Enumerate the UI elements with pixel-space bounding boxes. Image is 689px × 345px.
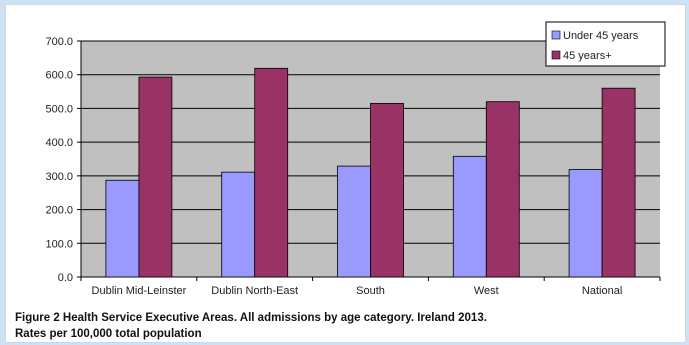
bar-under-45-2 [337,165,371,278]
legend-label-1: 45 years+ [563,50,612,62]
x-tick-label-0: Dublin Mid-Leinster [92,285,187,297]
y-tick-label-0: 0.0 [58,272,73,284]
caption-line-2: Rates per 100,000 total population [15,328,202,340]
x-tick-label-3: West [474,285,499,297]
y-tick-label-6: 600.0 [45,70,73,82]
legend-box [545,21,666,67]
bar-45-plus-0 [138,76,173,278]
x-tick-label-4: National [582,285,622,297]
bar-45-plus-3 [485,101,520,278]
legend-swatch-0 [551,30,561,40]
bar-under-45-0 [105,179,140,278]
x-tick-label-1: Dublin North-East [211,285,298,297]
legend-swatch-1 [551,50,561,60]
chart-container: 0.0 100.0 200.0 300.0 400.0 500.0 600.0 700.0 Du… [5,4,686,343]
bar-45-plus-1 [254,67,289,278]
bar-45-plus-4 [601,87,636,278]
figure-caption: Figure 2 Health Service Executive Areas.… [15,310,487,342]
bar-45-plus-2 [370,102,404,278]
legend-label-0: Under 45 years [563,30,639,42]
x-tick-label-2: South [356,285,385,297]
bar-under-45-1 [221,171,256,278]
y-tick-label-5: 500.0 [45,103,73,115]
y-tick-label-1: 100.0 [45,238,73,250]
bar-under-45-3 [452,155,487,278]
y-tick-label-3: 300.0 [45,171,73,183]
bar-under-45-4 [568,169,603,278]
bar-chart: 0.0 100.0 200.0 300.0 400.0 500.0 600.0 700.0 Du… [45,21,666,297]
caption-line-1: Figure 2 Health Service Executive Areas.… [15,312,487,324]
y-tick-label-7: 700.0 [45,36,73,48]
y-tick-label-2: 200.0 [45,205,73,217]
y-tick-label-4: 400.0 [45,137,73,149]
